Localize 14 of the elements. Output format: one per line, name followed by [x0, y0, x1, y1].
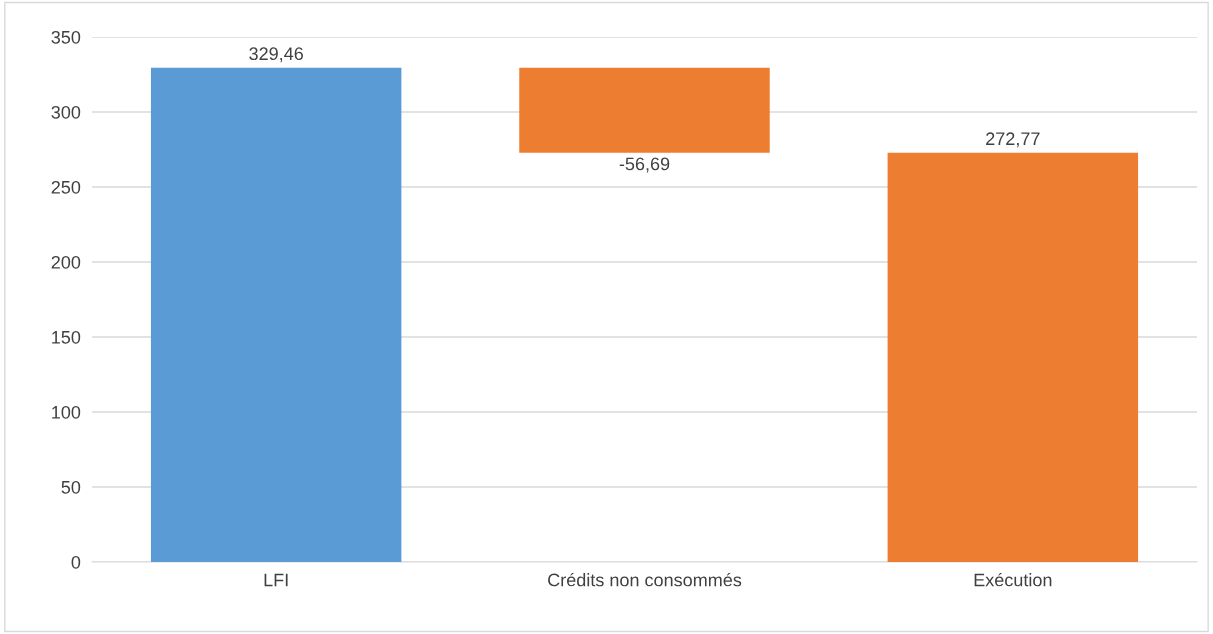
y-tick-label: 300 [51, 105, 81, 119]
x-tick-label: Exécution [974, 572, 1052, 587]
y-tick-label: 250 [51, 180, 81, 194]
y-tick-label: 50 [61, 480, 81, 494]
y-tick-label: 200 [51, 255, 81, 269]
y-tick-label: 0 [71, 555, 81, 569]
y-tick-label: 350 [51, 30, 81, 44]
x-tick-label: LFI [264, 573, 288, 587]
y-tick-label: 100 [52, 405, 81, 419]
data-label: 329,46 [249, 47, 303, 63]
y-tick-label: 150 [52, 330, 81, 344]
data-label: 272,77 [986, 132, 1040, 148]
data-label: -56,69 [619, 157, 670, 173]
x-tick-label: Crédits non consommés [548, 572, 742, 587]
